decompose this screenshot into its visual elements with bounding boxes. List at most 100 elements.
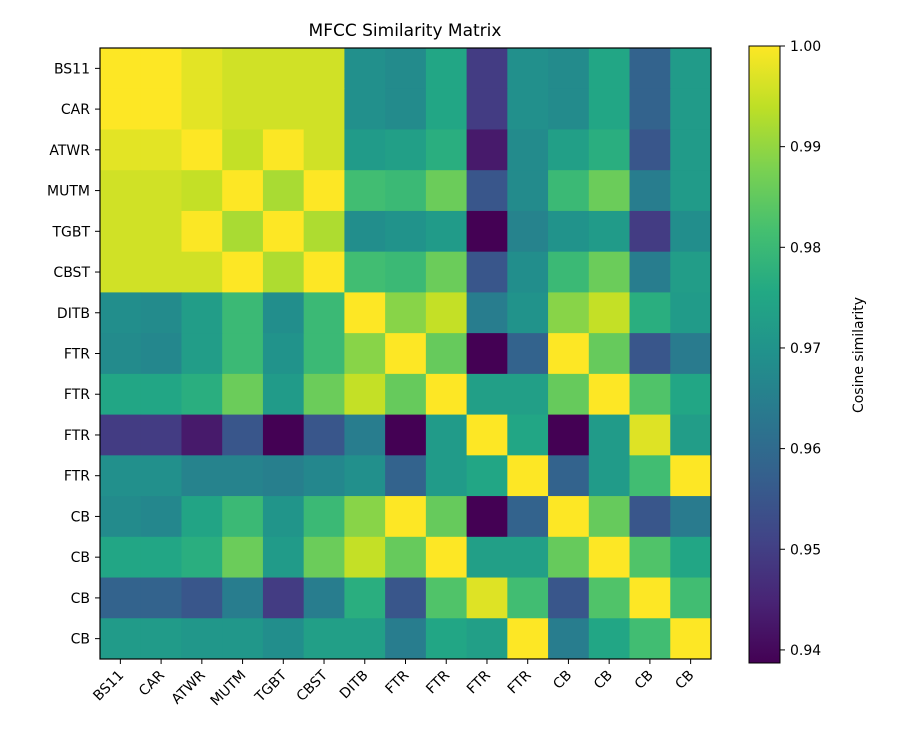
heatmap-cell bbox=[140, 373, 182, 416]
heatmap-cell bbox=[344, 210, 386, 253]
heatmap-cell bbox=[629, 618, 671, 660]
heatmap-cell bbox=[344, 455, 386, 497]
heatmap-cell bbox=[303, 210, 345, 253]
heatmap-cell bbox=[100, 210, 142, 253]
heatmap-cell bbox=[344, 170, 386, 212]
heatmap-cell bbox=[181, 292, 223, 334]
heatmap-cell bbox=[548, 577, 590, 619]
heatmap-cell bbox=[425, 536, 468, 579]
heatmap-cell bbox=[140, 496, 182, 538]
heatmap-cell bbox=[262, 129, 305, 171]
y-tick-label: FTR bbox=[64, 387, 90, 403]
heatmap-cell bbox=[385, 496, 427, 538]
heatmap-cell bbox=[222, 129, 264, 171]
heatmap-cell bbox=[588, 414, 631, 456]
heatmap-cell bbox=[222, 455, 264, 497]
heatmap-cell bbox=[629, 210, 671, 253]
heatmap-cell bbox=[670, 455, 712, 497]
heatmap-cell bbox=[140, 170, 182, 212]
heatmap-cell bbox=[181, 618, 223, 660]
heatmap-cell bbox=[140, 129, 182, 171]
heatmap-cell bbox=[425, 170, 468, 212]
y-tick-label: BS11 bbox=[54, 61, 90, 77]
heatmap-cell bbox=[425, 210, 468, 253]
colorbar-tick-label: 1.00 bbox=[790, 39, 821, 55]
heatmap-cell bbox=[385, 170, 427, 212]
heatmap-cell bbox=[629, 455, 671, 497]
heatmap-cell bbox=[629, 251, 671, 293]
heatmap-cell bbox=[385, 251, 427, 293]
heatmap-cell bbox=[344, 414, 386, 456]
heatmap-cell bbox=[629, 292, 671, 334]
x-tick-label: MUTM bbox=[208, 668, 250, 710]
heatmap-cell bbox=[181, 88, 223, 130]
x-tick-label: FTR bbox=[505, 667, 535, 697]
heatmap-cell bbox=[466, 577, 508, 619]
heatmap-cell bbox=[629, 170, 671, 212]
heatmap-cell bbox=[181, 414, 223, 456]
heatmap-cell bbox=[507, 210, 549, 253]
colorbar-tick-label: 0.97 bbox=[790, 341, 821, 357]
heatmap-cell bbox=[222, 414, 264, 456]
colorbar-ticks: 0.94 0.95 0.96 0.97 0.98 0.99 1.00 bbox=[780, 39, 821, 659]
heatmap-cell bbox=[507, 414, 549, 456]
heatmap-cell bbox=[507, 618, 549, 660]
heatmap-cell bbox=[670, 210, 712, 253]
heatmap-cell bbox=[140, 210, 182, 253]
heatmap-cell bbox=[344, 48, 386, 90]
y-tick-label: TGBT bbox=[51, 224, 90, 240]
heatmap-cell bbox=[222, 618, 264, 660]
heatmap-cell bbox=[100, 292, 142, 334]
heatmap-cell bbox=[222, 496, 264, 538]
heatmap-cell bbox=[385, 577, 427, 619]
heatmap-cell bbox=[670, 251, 712, 293]
heatmap-cell bbox=[629, 333, 671, 375]
x-tick-label: ATWR bbox=[169, 667, 209, 707]
heatmap-cell bbox=[140, 618, 182, 660]
heatmap-cell bbox=[303, 48, 345, 90]
heatmap-cell bbox=[222, 292, 264, 334]
heatmap-cell bbox=[262, 577, 305, 619]
heatmap-cell bbox=[140, 414, 182, 456]
heatmap-cell bbox=[670, 170, 712, 212]
x-tick-label: FTR bbox=[423, 667, 453, 697]
heatmap-cell bbox=[548, 129, 590, 171]
heatmap-cell bbox=[425, 618, 468, 660]
heatmap-cell bbox=[385, 333, 427, 375]
heatmap-cell bbox=[100, 88, 142, 130]
heatmap-cell bbox=[303, 170, 345, 212]
heatmap-cell bbox=[466, 455, 508, 497]
heatmap-cell bbox=[262, 210, 305, 253]
heatmap-cell bbox=[670, 577, 712, 619]
heatmap-cell bbox=[344, 618, 386, 660]
heatmap-cell bbox=[466, 170, 508, 212]
x-tick-label: BS11 bbox=[90, 668, 127, 705]
heatmap-cell bbox=[629, 373, 671, 416]
heatmap-cell bbox=[344, 129, 386, 171]
colorbar-tick-label: 0.95 bbox=[790, 542, 821, 558]
heatmap-cell bbox=[344, 333, 386, 375]
heatmap-cell bbox=[507, 373, 549, 416]
heatmap-cell bbox=[670, 88, 712, 130]
heatmap-cell bbox=[181, 170, 223, 212]
y-tick-label: CB bbox=[71, 550, 90, 566]
heatmap-cell bbox=[425, 88, 468, 130]
heatmap-cell bbox=[222, 88, 264, 130]
heatmap-cell bbox=[588, 455, 631, 497]
y-tick-label: FTR bbox=[64, 428, 90, 444]
heatmap-cell bbox=[507, 577, 549, 619]
heatmap-cell bbox=[548, 618, 590, 660]
heatmap-cell bbox=[222, 536, 264, 579]
y-tick-label: MUTM bbox=[47, 184, 90, 200]
heatmap-cell bbox=[466, 618, 508, 660]
y-tick-label: CB bbox=[71, 591, 90, 607]
heatmap-cell bbox=[181, 577, 223, 619]
heatmap-cell bbox=[588, 618, 631, 660]
heatmap-cell bbox=[466, 129, 508, 171]
heatmap-cell bbox=[629, 129, 671, 171]
heatmap-cell bbox=[181, 48, 223, 90]
heatmap-cell bbox=[507, 129, 549, 171]
heatmap-cell bbox=[262, 414, 305, 456]
chart-title: MFCC Similarity Matrix bbox=[309, 21, 502, 41]
heatmap-cell bbox=[629, 88, 671, 130]
